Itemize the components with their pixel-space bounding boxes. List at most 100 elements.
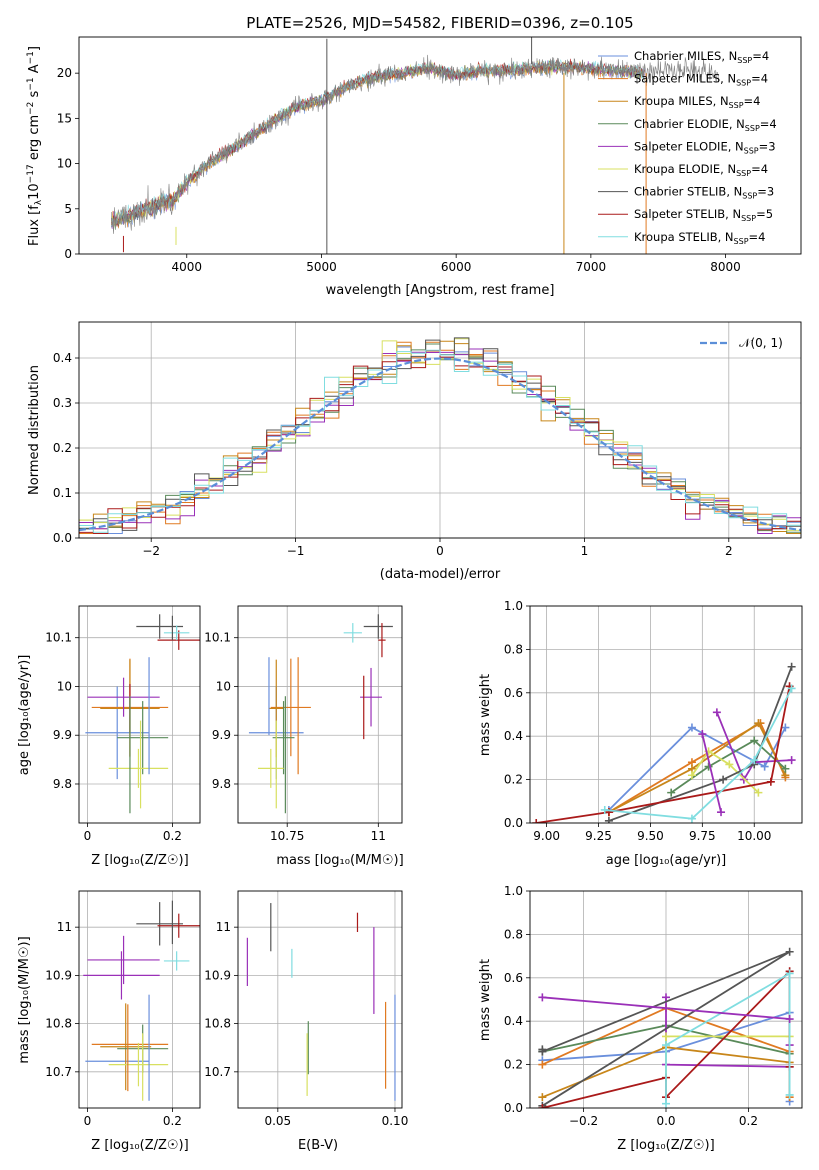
salpeter-elodie-legend-label: Salpeter ELODIE, NSSP=3 xyxy=(634,139,776,155)
kroupa-stelib-histogram xyxy=(79,349,801,534)
kroupa-stelib-weight-marker xyxy=(600,805,609,814)
salpeter-elodie-weight-marker xyxy=(662,993,670,1002)
age_vs_mass-frame xyxy=(237,605,403,824)
mass_vs_ebv-grid xyxy=(238,891,402,1108)
kroupa-stelib-weight-line xyxy=(665,971,791,1104)
y-tick-label: 1.0 xyxy=(504,599,523,613)
weight-vs-age-ylabel: mass weight xyxy=(478,674,493,756)
spectrum-xlabel: wavelength [Angstrom, rest frame] xyxy=(326,283,555,298)
chabrier-stelib-weight-marker xyxy=(604,816,613,823)
y-tick-label: 0.2 xyxy=(53,441,72,455)
mass_vs_Z-frame xyxy=(78,890,201,1109)
y-tick-label: 10 xyxy=(57,679,72,693)
kroupa-elodie-legend-label: Kroupa ELODIE, NSSP=4 xyxy=(634,162,768,178)
y-tick-label: 0.6 xyxy=(504,971,523,985)
y-tick-label: 10.7 xyxy=(204,1065,231,1079)
x-tick-label: 1 xyxy=(581,544,589,558)
y-tick-label: 5 xyxy=(64,202,72,216)
chabrier-miles-legend-label: Chabrier MILES, NSSP=4 xyxy=(634,49,769,65)
chabrier-stelib-weight-marker xyxy=(785,947,794,956)
age_vs_Z-frame xyxy=(78,605,201,824)
spectrum-frame xyxy=(78,36,802,255)
kroupa-miles-weight-marker xyxy=(754,719,763,728)
y-tick-label: 0.4 xyxy=(504,729,523,743)
salpeter-elodie-weight-line xyxy=(542,996,790,1020)
kroupa-elodie-weight-line xyxy=(665,1035,790,1078)
x-tick-label: 0 xyxy=(436,544,444,558)
salpeter-elodie-weight-marker xyxy=(717,808,726,817)
salpeter-stelib-model-spectrum xyxy=(111,58,645,227)
chabrier-stelib-legend-label: Chabrier STELIB, NSSP=3 xyxy=(634,185,774,201)
mass-vs-metallicity-panel: 0 0.2 10.7 10.8 10.9 11 xyxy=(45,890,201,1128)
y-tick-label: 10 xyxy=(57,157,72,171)
chabrier-elodie-model-spectrum xyxy=(111,61,645,230)
y-tick-label: 9.8 xyxy=(212,777,231,791)
x-tick-label: 8000 xyxy=(710,260,741,274)
salpeter-stelib-weight-marker xyxy=(604,808,613,817)
x-tick-label: 10.75 xyxy=(270,829,304,843)
salpeter-stelib-legend-label: Salpeter STELIB, NSSP=5 xyxy=(634,207,773,223)
weight_vs_age-plot-area xyxy=(532,662,796,823)
salpeter-elodie-model-spectrum xyxy=(111,60,645,230)
age-vs-mass-xlabel: mass [log₁₀(M/M☉)] xyxy=(276,853,403,868)
salpeter-elodie-weight-marker xyxy=(787,756,796,765)
x-tick-label: 6000 xyxy=(441,260,472,274)
kroupa-elodie-weight-line xyxy=(691,750,760,794)
age_vs_Z-plot-area xyxy=(85,614,200,814)
salpeter-elodie-weight-marker xyxy=(698,730,707,739)
y-tick-label: 0.6 xyxy=(504,686,523,700)
chabrier-miles-weight-marker xyxy=(687,723,696,732)
y-tick-label: 0 xyxy=(64,247,72,261)
age-vs-metallicity-xlabel: Z [log₁₀(Z/Z☉)] xyxy=(91,853,188,868)
normal-curve xyxy=(79,357,801,532)
y-tick-label: 11 xyxy=(216,920,231,934)
chabrier-stelib-weight-marker xyxy=(719,775,728,784)
mass_vs_Z-grid xyxy=(79,891,200,1108)
chabrier-stelib-model-spectrum xyxy=(111,59,645,228)
kroupa-stelib-weight-marker xyxy=(750,756,759,765)
kroupa-stelib-model-spectrum xyxy=(111,59,645,227)
x-tick-label: 11 xyxy=(371,829,386,843)
weight-vs-metallicity-panel: −0.2 0.0 0.2 0.0 0.2 0.4 0.6 0.8 1.0 xyxy=(504,884,803,1128)
x-tick-label: 9.75 xyxy=(689,829,716,843)
mass-vs-metallicity-xlabel: Z [log₁₀(Z/Z☉)] xyxy=(91,1138,188,1153)
chabrier-miles-model-spectrum xyxy=(111,63,645,228)
y-tick-label: 10.9 xyxy=(45,968,72,982)
salpeter-miles-model-spectrum xyxy=(111,61,645,229)
salpeter-stelib-weight-marker xyxy=(532,819,541,823)
kroupa-stelib-weight-line xyxy=(604,688,793,820)
x-tick-label: 2 xyxy=(725,544,733,558)
mass_vs_ebv-frame xyxy=(237,890,403,1109)
normal-legend-label: 𝒩(0, 1) xyxy=(739,336,783,350)
chabrier-elodie-weight-marker xyxy=(667,788,676,797)
kroupa-elodie-weight-marker xyxy=(754,788,763,797)
x-tick-label: 5000 xyxy=(306,260,337,274)
kroupa-miles-model-spectrum xyxy=(111,61,645,226)
observed-spectrum xyxy=(111,54,719,234)
mass-vs-ebv-panel: 0.05 0.10 10.7 10.8 10.9 11 xyxy=(204,890,408,1128)
y-tick-label: 0.0 xyxy=(504,816,523,830)
salpeter-elodie-weight-marker xyxy=(712,708,721,717)
spectrum-panel: 4000 5000 6000 7000 8000 0 5 10 15 20 xyxy=(57,36,802,274)
histogram-plot-area xyxy=(79,337,801,534)
spectrum-legend: Chabrier MILES, NSSP=4 Salpeter MILES, NS… xyxy=(598,49,777,246)
weight-vs-metallicity-ylabel: mass weight xyxy=(478,959,493,1041)
x-tick-label: 0 xyxy=(84,829,92,843)
y-tick-label: 0.8 xyxy=(504,642,523,656)
spectrum-ylabel: Flux [fλ10−17 erg cm−2 s−1 A−1] xyxy=(26,46,44,246)
y-tick-label: 9.9 xyxy=(53,728,72,742)
salpeter-elodie-weight-marker xyxy=(538,993,547,1002)
kroupa-elodie-weight-marker xyxy=(725,760,734,769)
salpeter-elodie-weight-marker xyxy=(785,1015,794,1024)
y-tick-label: 0.3 xyxy=(53,396,72,410)
kroupa-stelib-weight-marker xyxy=(787,684,796,693)
kroupa-stelib-weight-marker xyxy=(785,1090,794,1099)
weight_vs_age-frame xyxy=(529,605,803,824)
y-tick-label: 10.7 xyxy=(45,1065,72,1079)
y-tick-label: 0.4 xyxy=(53,351,72,365)
y-tick-label: 10 xyxy=(216,679,231,693)
y-tick-label: 10.1 xyxy=(204,631,231,645)
chabrier-miles-weight-line xyxy=(608,726,787,811)
y-tick-label: 0.8 xyxy=(504,927,523,941)
age_vs_Z-grid xyxy=(79,606,200,823)
